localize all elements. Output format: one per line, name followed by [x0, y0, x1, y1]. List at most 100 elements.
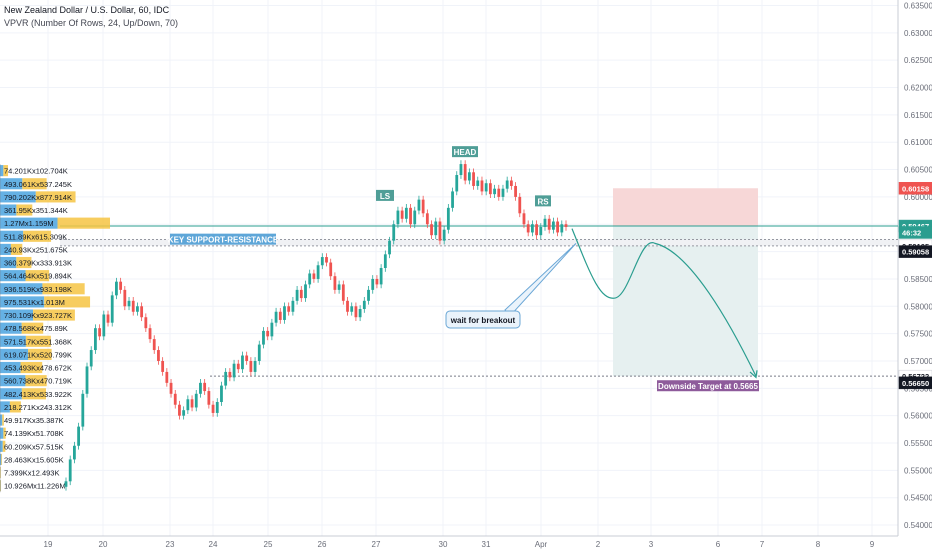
- candle: [472, 172, 475, 186]
- candle: [518, 196, 522, 214]
- candle: [148, 328, 152, 340]
- candle: [220, 385, 223, 402]
- annotation-label-bg[interactable]: [657, 380, 759, 392]
- candle: [564, 224, 568, 227]
- candle: [144, 317, 148, 329]
- candle: [463, 164, 467, 181]
- y-tick-label: 0.61500: [904, 111, 932, 120]
- volume-profile-label: 240.93Kx251.675K: [4, 245, 68, 254]
- candle: [304, 284, 307, 299]
- y-tick-label: 0.63500: [904, 1, 932, 10]
- candle: [484, 183, 488, 192]
- candle: [115, 281, 118, 296]
- candle: [438, 221, 442, 241]
- x-tick-label: 20: [99, 540, 108, 549]
- y-tick-label: 0.56000: [904, 412, 932, 421]
- volume-profile-label: 482.413Kx533.922K: [4, 390, 72, 399]
- candle: [232, 363, 236, 378]
- volume-profile-down-bar: [3, 165, 9, 177]
- candle: [287, 306, 291, 312]
- candle: [509, 180, 513, 186]
- annotation-label-head: HEAD: [454, 148, 477, 157]
- volume-profile-down-bar: [16, 256, 32, 269]
- volume-profile-down-bar: [25, 375, 47, 387]
- price-label-bg: [898, 182, 932, 195]
- volume-profile-label: 360.379Kx333.913K: [4, 259, 72, 268]
- candle: [308, 273, 312, 285]
- y-tick-label: 0.62000: [904, 84, 932, 93]
- callout-box[interactable]: [445, 310, 521, 329]
- candle: [530, 224, 534, 233]
- price-label-p1: 0.60158: [902, 184, 929, 193]
- x-tick-label: 26: [318, 540, 327, 549]
- x-tick-label: 30: [439, 540, 448, 549]
- x-tick-label: 19: [44, 540, 53, 549]
- annotation-label-bg[interactable]: [535, 195, 551, 207]
- candle: [459, 164, 463, 176]
- candle: [173, 393, 177, 405]
- volume-profile-up-bar: [0, 388, 22, 400]
- annotation-label-bg[interactable]: [170, 233, 276, 245]
- volume-profile-up-bar: [0, 256, 17, 269]
- candle: [455, 175, 459, 192]
- volume-profile-down-bar: [9, 401, 21, 413]
- candle: [497, 188, 501, 197]
- candle: [73, 445, 76, 460]
- candle: [278, 311, 282, 320]
- volume-profile-up-bar: [0, 414, 3, 426]
- volume-profile-label: 218.271Kx243.312K: [4, 403, 72, 412]
- volume-profile-up-bar: [0, 243, 11, 255]
- volume-profile-up-bar: [0, 270, 26, 282]
- candle: [89, 350, 93, 367]
- volume-profile-down-bar: [21, 388, 47, 400]
- volume-profile-down-bar: [42, 283, 85, 295]
- candle: [341, 284, 345, 301]
- volume-profile-label: 74.139Kx51.708K: [4, 429, 64, 438]
- candle: [291, 300, 295, 312]
- volume-profile-label: 975.531Kx1.013M: [4, 298, 65, 307]
- x-tick-label: 24: [209, 540, 218, 549]
- x-tick-label: 9: [870, 540, 875, 549]
- candle: [362, 300, 366, 310]
- annotation-label-bg[interactable]: [376, 189, 394, 201]
- support-band: [60, 239, 898, 246]
- target-zone: [613, 226, 758, 377]
- candle: [165, 371, 169, 383]
- candle: [182, 410, 186, 416]
- candle: [224, 371, 228, 386]
- price-label-p3: 46:32: [902, 228, 921, 237]
- candle: [430, 224, 433, 236]
- candle: [94, 328, 97, 351]
- volume-profile-up-bar: [0, 191, 36, 203]
- volume-profile-up-bar: [0, 165, 4, 177]
- volume-profile-down-bar: [0, 480, 2, 492]
- volume-profile-down-bar: [2, 414, 4, 426]
- y-tick-label: 0.63000: [904, 29, 932, 38]
- candle: [102, 314, 106, 337]
- candle: [539, 226, 543, 236]
- candle: [526, 224, 530, 233]
- candle: [480, 180, 484, 192]
- candle: [77, 426, 81, 446]
- volume-profile-up-bar: [0, 217, 58, 229]
- candle: [266, 330, 270, 337]
- candle: [169, 382, 173, 394]
- candle: [409, 207, 412, 225]
- candle: [236, 363, 240, 370]
- candle: [320, 257, 324, 266]
- candle: [434, 221, 438, 236]
- volume-profile-label: 28.463Kx15.605K: [4, 455, 64, 464]
- candle: [404, 207, 408, 219]
- annotation-label-bg[interactable]: [452, 146, 478, 158]
- candle: [371, 278, 375, 290]
- candle: [295, 289, 299, 301]
- candle: [98, 328, 102, 337]
- candle: [106, 314, 110, 323]
- candle: [535, 224, 538, 236]
- candle: [383, 254, 387, 268]
- candle: [241, 355, 244, 370]
- annotation-label-key: KEY SUPPORT-RESISTANCE: [168, 236, 279, 245]
- candle: [451, 191, 454, 208]
- candle: [329, 262, 333, 277]
